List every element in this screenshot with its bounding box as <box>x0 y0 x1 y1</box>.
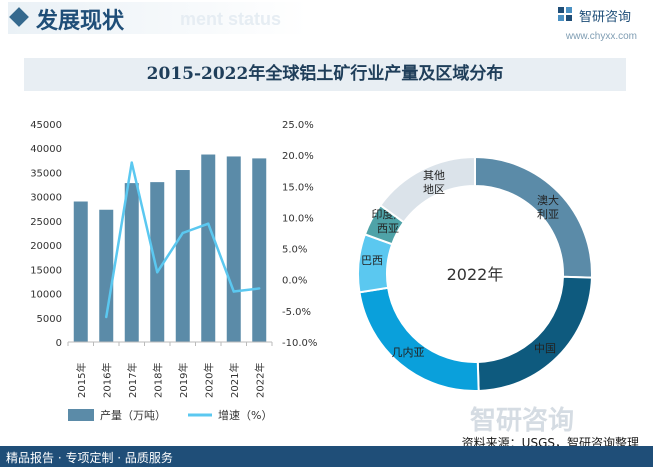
x-tick-label: 2015年 <box>75 363 88 398</box>
y-right-tick-label: -10.0% <box>282 338 317 349</box>
chart-canvas: 0 5000 10000 15000 20000 25000 30000 35000 40000… <box>30 120 593 422</box>
bar-production <box>226 156 241 342</box>
y-left-tick-label: 0 <box>56 338 62 349</box>
brand-logo: 智研咨询 www.chyxx.com <box>557 6 637 46</box>
x-tick-label: 2018年 <box>151 363 164 398</box>
y-left-tick-label: 25000 <box>30 217 62 228</box>
y-left-tick-label: 35000 <box>30 168 62 179</box>
y-right-tick-label: 25.0% <box>282 120 314 131</box>
bar-production <box>99 209 114 342</box>
bar-production <box>175 170 190 342</box>
header-band <box>8 2 308 34</box>
y-right-tick-label: 0.0% <box>282 276 307 287</box>
y-right-tick-label: 20.0% <box>282 151 314 162</box>
x-tick-label: 2019年 <box>177 363 190 398</box>
y-right-tick-label: -5.0% <box>282 307 311 318</box>
brand-name: 智研咨询 <box>579 10 632 25</box>
x-tick-label: 2020年 <box>202 363 215 398</box>
legend-swatch-bar <box>68 409 94 421</box>
donut-slice <box>358 286 480 392</box>
bar-production <box>252 158 267 342</box>
y-left-tick-label: 30000 <box>30 193 62 204</box>
x-tick-label: 2016年 <box>100 363 113 398</box>
growth-point <box>232 290 235 293</box>
donut-slice <box>378 155 476 224</box>
chart-title-box: 2015-2022年全球铝土矿行业产量及区域分布 <box>24 58 626 91</box>
bar-production <box>201 154 216 342</box>
y-left-tick-label: 45000 <box>30 120 62 131</box>
watermark-text: 智研咨询 <box>470 406 575 436</box>
y-left-tick-label: 15000 <box>30 265 62 276</box>
growth-point <box>105 315 108 319</box>
section-title: 发展现状 <box>36 9 125 34</box>
bar-production <box>73 201 88 342</box>
x-tick-label: 2017年 <box>126 363 139 398</box>
growth-point <box>156 271 159 274</box>
legend-label-line: 增速（%） <box>218 408 272 422</box>
x-tick-label: 2022年 <box>253 363 266 398</box>
legend-label-bar: 产量（万吨） <box>100 408 166 422</box>
y-left-tick-label: 10000 <box>30 290 62 301</box>
brand-icon <box>558 7 572 21</box>
growth-point <box>207 222 210 225</box>
y-left-tick-label: 40000 <box>30 144 62 155</box>
chart-title: 2015-2022年全球铝土矿行业产量及区域分布 <box>146 64 504 84</box>
y-right-tick-label: 15.0% <box>282 182 314 193</box>
growth-point <box>130 161 133 164</box>
donut-slice-label: 巴西 <box>361 254 383 267</box>
bar-production <box>150 182 165 342</box>
brand-url: www.chyxx.com <box>565 31 637 42</box>
growth-point <box>258 287 261 290</box>
y-right-tick-label: 10.0% <box>282 213 314 224</box>
donut-slice <box>476 275 593 392</box>
donut-slice-label: 中国 <box>534 342 556 355</box>
growth-point <box>181 231 184 235</box>
footer-slogan: 精品报告 · 专项定制 · 品质服务 <box>6 451 173 465</box>
donut-slice-label: 澳大利亚 <box>537 193 559 221</box>
donut-slice-label: 其他地区 <box>423 169 445 196</box>
y-right-tick-label: 5.0% <box>282 245 307 256</box>
y-left-tick-label: 5000 <box>37 314 62 325</box>
donut-center-label: 2022年 <box>447 265 504 284</box>
bar-production <box>124 183 139 342</box>
x-tick-label: 2021年 <box>228 363 241 398</box>
header-faint-subtitle: ment status <box>180 9 282 29</box>
donut-slice <box>474 155 593 279</box>
donut-slice-label: 几内亚 <box>392 345 425 359</box>
footer-bar: 精品报告 · 专项定制 · 品质服务 <box>0 446 653 467</box>
y-left-tick-label: 20000 <box>30 241 62 252</box>
page-header: ment status 发展现状 智研咨询 www.chyxx.com <box>0 0 653 42</box>
